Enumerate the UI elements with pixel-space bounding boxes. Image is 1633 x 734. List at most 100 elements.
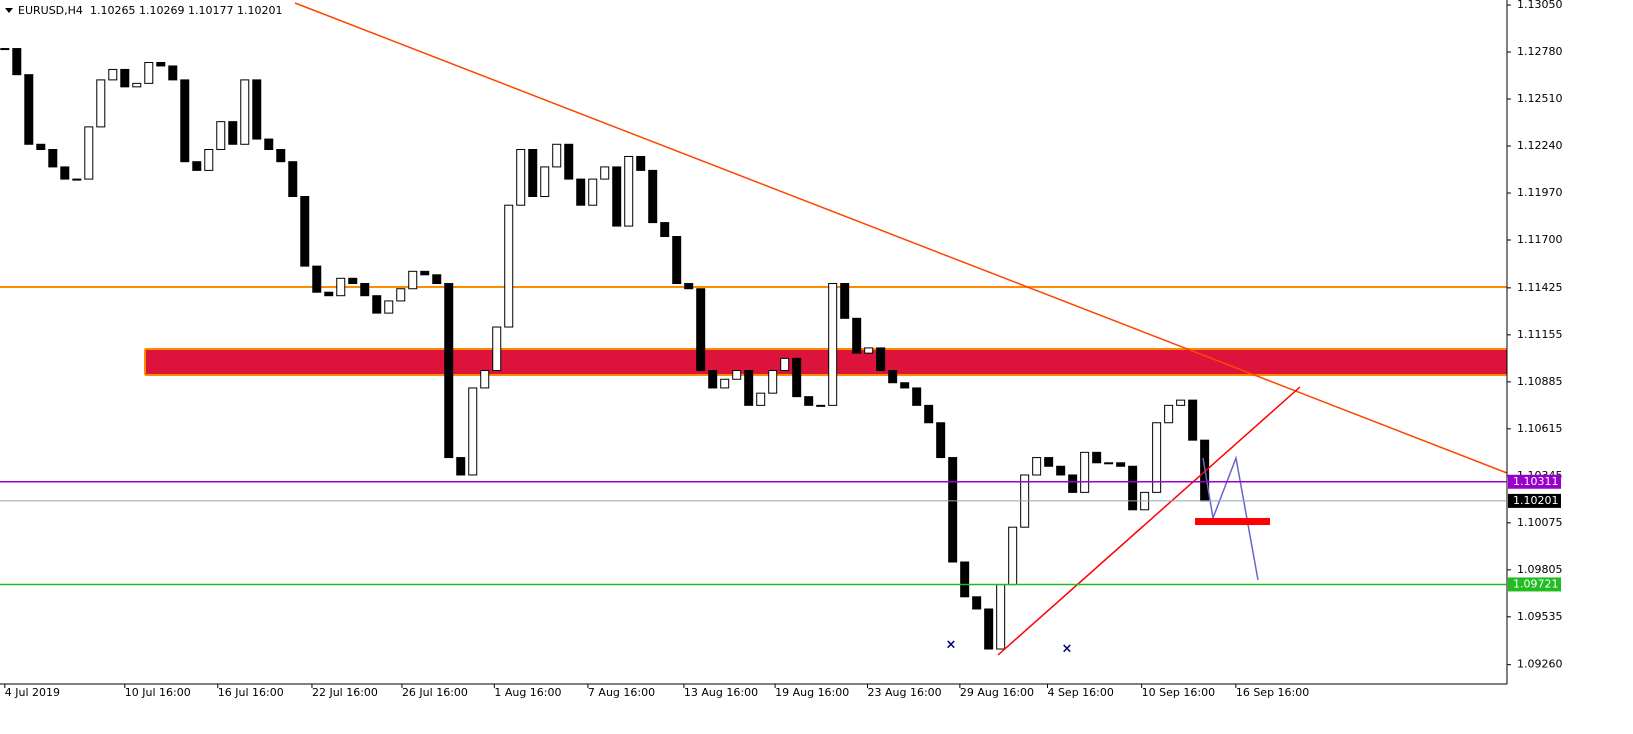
candle	[984, 608, 994, 650]
candle	[756, 392, 766, 406]
candle	[660, 222, 670, 238]
candle	[564, 143, 574, 180]
candle	[324, 291, 334, 297]
candle	[684, 283, 694, 290]
x-tick-label: 29 Aug 16:00	[960, 686, 1034, 699]
candle	[36, 143, 46, 151]
candle	[804, 396, 814, 406]
x-tick-label: 4 Jul 2019	[5, 686, 60, 699]
candle	[60, 166, 70, 180]
x-tick-label: 10 Jul 16:00	[125, 686, 191, 699]
candle	[156, 61, 166, 67]
y-tick-label: 1.10885	[1517, 375, 1563, 388]
candle	[492, 326, 502, 372]
candle	[720, 378, 730, 389]
chart-title: EURUSD,H4	[18, 4, 83, 17]
candle	[1092, 451, 1102, 464]
candle	[828, 283, 838, 406]
candle	[396, 288, 406, 302]
candle	[276, 149, 286, 163]
candle	[600, 166, 610, 180]
candle	[468, 387, 478, 476]
candle	[816, 404, 826, 407]
candle	[372, 295, 382, 314]
candle	[972, 596, 982, 610]
candle	[636, 155, 646, 171]
candle	[912, 387, 922, 406]
candle	[288, 161, 298, 197]
candle	[84, 126, 94, 180]
candle	[120, 68, 130, 88]
candle	[264, 138, 274, 151]
price-label-box	[1508, 493, 1561, 508]
trend-line	[997, 386, 1301, 656]
price-label-box	[1508, 474, 1561, 489]
candle	[864, 347, 874, 354]
candle	[336, 277, 346, 297]
candle	[144, 61, 154, 84]
candle	[1080, 451, 1090, 493]
candle	[1164, 404, 1174, 424]
candle	[300, 195, 310, 267]
candle	[744, 370, 754, 406]
candle	[840, 283, 850, 319]
candle	[540, 166, 550, 197]
y-tick-label: 1.11970	[1517, 186, 1563, 199]
candle	[360, 283, 370, 297]
candle	[96, 79, 106, 128]
candle	[444, 283, 454, 459]
candle	[408, 270, 418, 290]
y-tick-label: 1.12780	[1517, 45, 1563, 58]
candle	[1044, 457, 1054, 467]
price-label: 1.10311	[1513, 475, 1559, 488]
candle	[624, 155, 634, 227]
x-tick-label: 23 Aug 16:00	[867, 686, 941, 699]
x-tick-label: 1 Aug 16:00	[494, 686, 561, 699]
candle	[1188, 399, 1198, 441]
candle	[1032, 457, 1042, 476]
candle	[48, 149, 58, 168]
candle	[1068, 474, 1078, 493]
trend-line	[294, 2, 1508, 474]
candle	[504, 204, 514, 328]
candle	[420, 270, 430, 276]
candle	[996, 584, 1006, 650]
candle	[936, 422, 946, 459]
candle	[108, 68, 118, 81]
x-tick-label: 13 Aug 16:00	[684, 686, 758, 699]
candle	[900, 382, 910, 389]
cross-marker: ×	[1062, 642, 1073, 657]
candle	[204, 149, 214, 171]
candle	[0, 48, 10, 51]
y-tick-label: 1.09805	[1517, 563, 1563, 576]
candle	[132, 82, 142, 88]
candle	[480, 370, 490, 389]
candle	[1116, 462, 1126, 467]
candle	[240, 79, 250, 145]
candle	[1104, 462, 1114, 465]
candle	[1008, 526, 1018, 586]
candle	[456, 457, 466, 476]
x-tick-label: 19 Aug 16:00	[775, 686, 849, 699]
y-tick-label: 1.12240	[1517, 139, 1563, 152]
candle	[12, 48, 22, 76]
x-tick-label: 10 Sep 16:00	[1142, 686, 1215, 699]
candle	[1128, 465, 1138, 511]
candle	[192, 161, 202, 171]
candle	[708, 370, 718, 389]
candle	[384, 300, 394, 314]
candle	[180, 79, 190, 163]
candle	[72, 178, 82, 181]
y-tick-label: 1.10615	[1517, 422, 1563, 435]
candle	[516, 149, 526, 206]
candle	[528, 149, 538, 197]
candle	[696, 288, 706, 372]
candle	[552, 143, 562, 168]
candle	[792, 357, 802, 398]
x-tick-label: 16 Sep 16:00	[1236, 686, 1309, 699]
candle	[888, 370, 898, 384]
x-tick-label: 16 Jul 16:00	[218, 686, 284, 699]
candle	[348, 277, 358, 285]
menu-arrow	[5, 8, 13, 13]
